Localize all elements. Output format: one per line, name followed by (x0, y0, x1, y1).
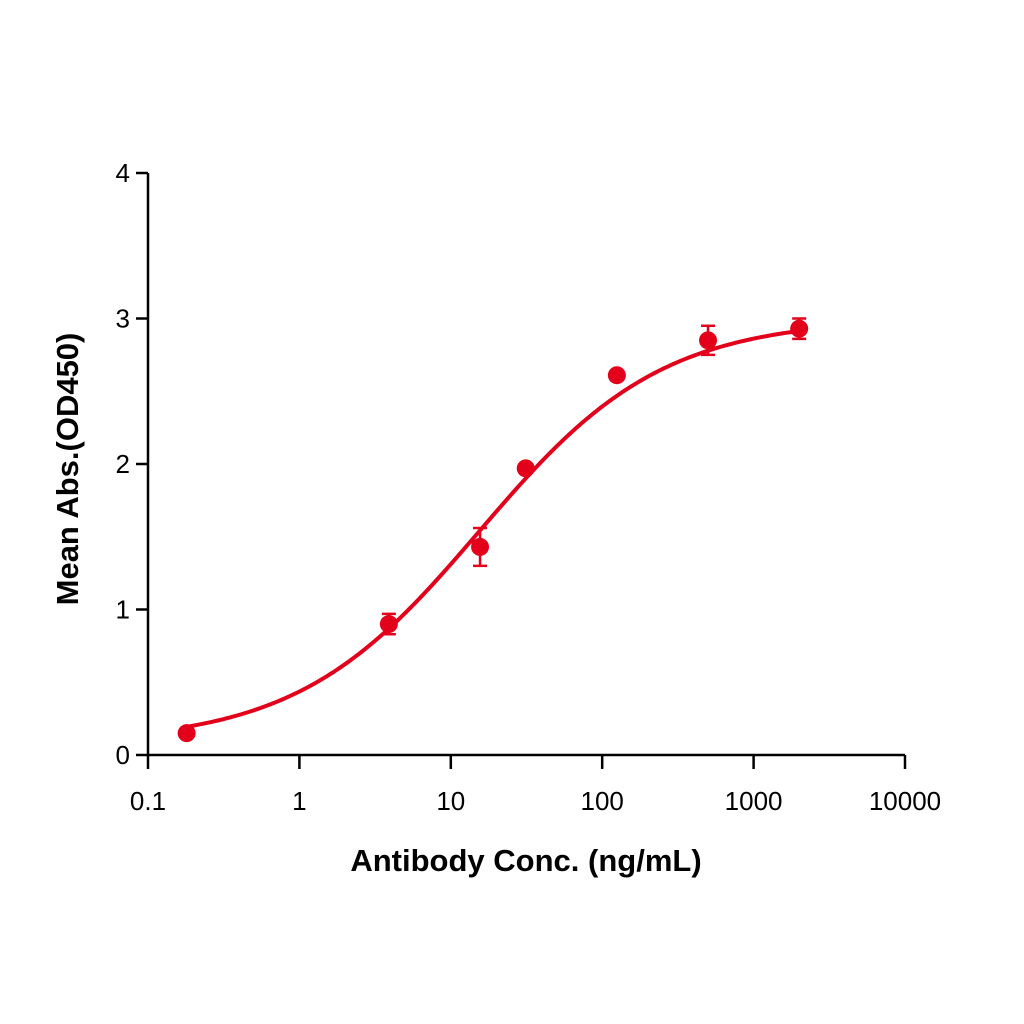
data-point (516, 459, 535, 478)
y-tick-label: 0 (116, 740, 130, 770)
x-tick-label: 100 (581, 786, 624, 816)
x-tick-label: 10 (436, 786, 465, 816)
y-tick-label: 1 (116, 595, 130, 625)
data-point (699, 324, 718, 357)
x-tick-label: 10000 (869, 786, 941, 816)
y-tick-label: 4 (116, 158, 130, 188)
x-axis-ticks: 0.1 1 10 100 1000 10000 (130, 755, 941, 816)
y-tick-label: 2 (116, 449, 130, 479)
y-axis-title: Mean Abs.(OD450) (50, 333, 85, 606)
x-tick-label: 0.1 (130, 786, 166, 816)
data-point (177, 724, 196, 743)
x-tick-label: 1 (292, 786, 306, 816)
fit-curve (186, 328, 800, 729)
data-point (607, 366, 626, 385)
data-points (177, 317, 809, 743)
data-point (379, 612, 398, 636)
data-point (790, 317, 809, 341)
data-point (471, 526, 490, 568)
y-tick-label: 3 (116, 304, 130, 334)
x-axis-title: Antibody Conc. (ng/mL) (350, 843, 701, 878)
x-tick-label: 1000 (725, 786, 783, 816)
y-axis-ticks: 0 1 2 3 4 (116, 158, 148, 770)
